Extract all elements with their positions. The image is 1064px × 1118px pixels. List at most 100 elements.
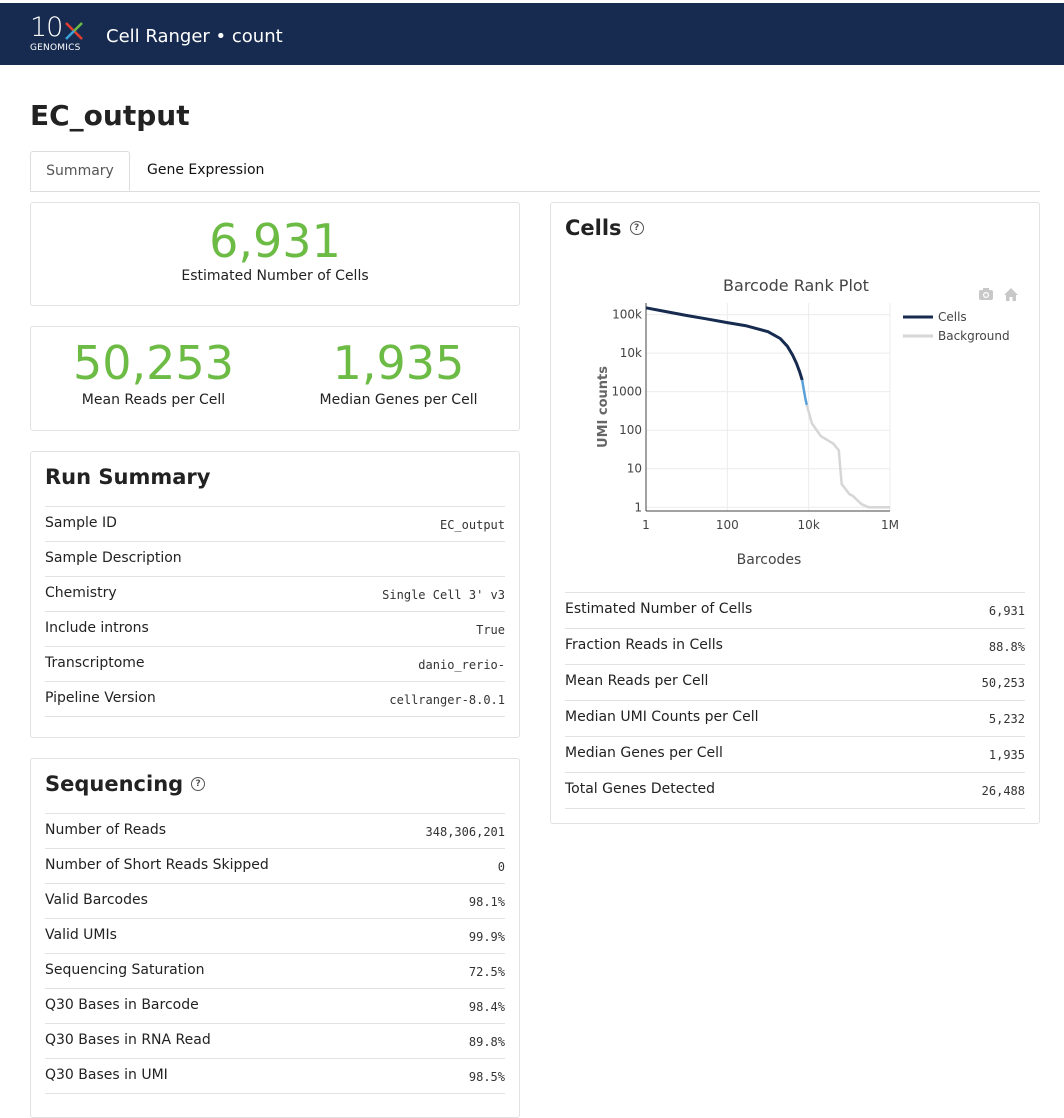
- row-value: EC_output: [439, 518, 505, 532]
- logo-x-icon: [65, 22, 83, 40]
- legend-label: Background: [938, 329, 1010, 343]
- barcode-rank-plot[interactable]: Barcode Rank Plot 1 100 10k 1M 1 10 100 1000 10k…: [565, 243, 1025, 583]
- logo-subtitle: GENOMICS: [30, 43, 81, 53]
- row-label: Chemistry: [45, 585, 117, 601]
- row-label: Q30 Bases in Barcode: [45, 997, 199, 1013]
- plot-tick-labels: 1 100 10k 1M 1 10 100 1000 10k 100k: [611, 308, 899, 532]
- median-genes-value: 1,935: [332, 336, 465, 390]
- table-row: Sequencing Saturation 72.5%: [45, 954, 505, 989]
- row-value: 5,232: [988, 712, 1025, 726]
- plot-title: Barcode Rank Plot: [723, 276, 869, 295]
- cells-card: Cells? Barcode Rank Plot 1 100 10k 1M 1 10 100…: [550, 202, 1040, 824]
- median-genes-label: Median Genes per Cell: [319, 392, 478, 408]
- y-tick-label: 10: [627, 462, 642, 476]
- x-tick-label: 1M: [881, 518, 899, 532]
- x-axis-label: Barcodes: [737, 552, 802, 568]
- row-label: Q30 Bases in UMI: [45, 1067, 168, 1083]
- row-value: 72.5%: [468, 965, 505, 979]
- row-label: Valid Barcodes: [45, 892, 148, 908]
- row-label: Mean Reads per Cell: [565, 673, 709, 689]
- table-row: Include introns True: [45, 612, 505, 647]
- row-label: Valid UMIs: [45, 927, 117, 943]
- sequencing-card: Sequencing? Number of Reads 348,306,201 …: [30, 758, 520, 1118]
- row-label: Include introns: [45, 620, 149, 636]
- table-row: Q30 Bases in RNA Read 89.8%: [45, 1024, 505, 1059]
- table-row: Total Genes Detected 26,488: [565, 773, 1025, 809]
- mean-reads-label: Mean Reads per Cell: [81, 392, 226, 408]
- row-label: Q30 Bases in RNA Read: [45, 1032, 211, 1048]
- row-value: Single Cell 3' v3: [382, 588, 505, 602]
- row-label: Sequencing Saturation: [45, 962, 205, 978]
- row-label: Sample ID: [45, 515, 117, 531]
- table-row: Median UMI Counts per Cell 5,232: [565, 701, 1025, 737]
- plot-grid: [645, 303, 891, 511]
- row-value: 88.8%: [988, 640, 1025, 654]
- row-label: Number of Short Reads Skipped: [45, 857, 269, 873]
- plot-legend[interactable]: Cells Background: [903, 310, 1010, 343]
- x-tick-label: 1: [642, 518, 650, 532]
- top-navbar: 10 GENOMICS Cell Ranger • count: [0, 3, 1064, 65]
- estimated-cells-value: 6,931: [209, 214, 341, 268]
- row-label: Number of Reads: [45, 822, 167, 838]
- row-value: 6,931: [988, 604, 1025, 618]
- row-value: danio_rerio-: [418, 658, 505, 672]
- sequencing-table: Number of Reads 348,306,201 Number of Sh…: [45, 813, 505, 1094]
- table-row: Valid Barcodes 98.1%: [45, 884, 505, 919]
- row-label: Estimated Number of Cells: [565, 601, 753, 617]
- row-label: Pipeline Version: [45, 690, 156, 706]
- row-value: 98.1%: [468, 895, 505, 909]
- reads-genes-card: 50,253 Mean Reads per Cell 1,935 Median …: [30, 326, 520, 431]
- y-tick-label: 100: [619, 423, 642, 437]
- estimated-cells-card: 6,931 Estimated Number of Cells: [30, 202, 520, 306]
- table-row: Mean Reads per Cell 50,253: [565, 665, 1025, 701]
- legend-label: Cells: [938, 310, 967, 324]
- app-title: Cell Ranger • count: [106, 26, 283, 47]
- table-row: Fraction Reads in Cells 88.8%: [565, 629, 1025, 665]
- row-value: 0: [497, 860, 505, 874]
- tab-gene-expression[interactable]: Gene Expression: [147, 162, 265, 178]
- row-label: Sample Description: [45, 550, 182, 566]
- x-tick-label: 100: [716, 518, 739, 532]
- row-label: Transcriptome: [45, 655, 145, 671]
- home-icon[interactable]: [1004, 288, 1018, 301]
- help-icon[interactable]: ?: [191, 777, 206, 791]
- help-icon[interactable]: ?: [629, 221, 644, 235]
- sequencing-title-wrap: Sequencing?: [45, 772, 206, 796]
- series-line-background: [805, 404, 890, 509]
- table-row: Pipeline Version cellranger-8.0.1: [45, 682, 505, 717]
- table-row: Q30 Bases in Barcode 98.4%: [45, 989, 505, 1024]
- y-tick-label: 1000: [611, 385, 642, 399]
- run-summary-table: Sample ID EC_output Sample Description C…: [45, 506, 505, 717]
- sequencing-title: Sequencing: [45, 772, 184, 796]
- row-value: 99.9%: [468, 930, 505, 944]
- table-row: Sample Description: [45, 542, 505, 577]
- row-label: Median UMI Counts per Cell: [565, 709, 759, 725]
- x-tick-label: 10k: [798, 518, 820, 532]
- plot-axes: [645, 303, 890, 512]
- y-tick-label: 1: [634, 500, 642, 514]
- row-value: cellranger-8.0.1: [389, 693, 505, 707]
- row-value: 26,488: [981, 784, 1025, 798]
- page-title: EC_output: [30, 99, 190, 132]
- row-value: 50,253: [981, 676, 1025, 690]
- run-summary-card: Run Summary Sample ID EC_output Sample D…: [30, 451, 520, 738]
- row-value: 1,935: [988, 748, 1025, 762]
- cells-title: Cells: [565, 216, 622, 240]
- run-summary-title: Run Summary: [45, 465, 211, 489]
- table-row: Estimated Number of Cells 6,931: [565, 593, 1025, 629]
- table-row: Number of Short Reads Skipped 0: [45, 849, 505, 884]
- cells-title-wrap: Cells?: [565, 216, 644, 240]
- mean-reads-value: 50,253: [73, 336, 234, 390]
- tab-summary[interactable]: Summary: [30, 151, 130, 191]
- series-line-transition: [800, 379, 809, 406]
- row-value: 348,306,201: [425, 825, 505, 839]
- row-value: True: [476, 623, 505, 637]
- 10x-genomics-logo[interactable]: 10 GENOMICS: [30, 13, 86, 57]
- row-value: 98.4%: [468, 1000, 505, 1014]
- table-row: Median Genes per Cell 1,935: [565, 737, 1025, 773]
- table-row: Transcriptome danio_rerio-: [45, 647, 505, 682]
- table-row: Valid UMIs 99.9%: [45, 919, 505, 954]
- row-label: Fraction Reads in Cells: [565, 637, 723, 653]
- row-value: 89.8%: [468, 1035, 505, 1049]
- camera-icon[interactable]: [979, 288, 993, 300]
